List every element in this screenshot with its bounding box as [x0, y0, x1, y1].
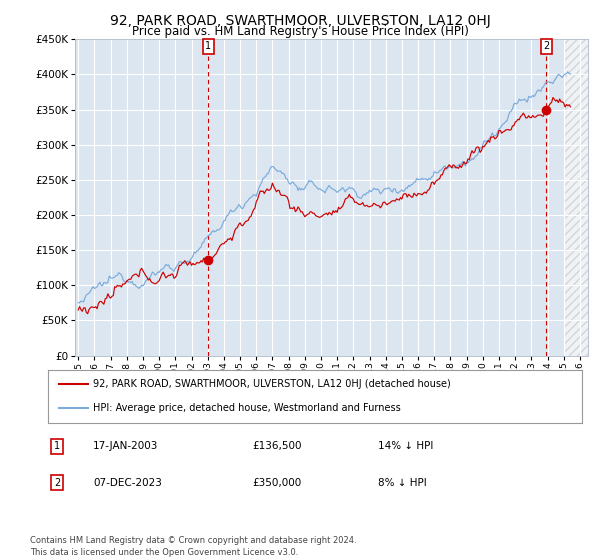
Text: 2: 2	[54, 478, 60, 488]
Text: 92, PARK ROAD, SWARTHMOOR, ULVERSTON, LA12 0HJ: 92, PARK ROAD, SWARTHMOOR, ULVERSTON, LA…	[110, 14, 490, 28]
Bar	[564, 39, 596, 356]
Text: £136,500: £136,500	[252, 441, 302, 451]
Text: 07-DEC-2023: 07-DEC-2023	[93, 478, 162, 488]
Text: Price paid vs. HM Land Registry's House Price Index (HPI): Price paid vs. HM Land Registry's House …	[131, 25, 469, 38]
Text: 8% ↓ HPI: 8% ↓ HPI	[378, 478, 427, 488]
Text: £350,000: £350,000	[252, 478, 301, 488]
Text: 17-JAN-2003: 17-JAN-2003	[93, 441, 158, 451]
Text: 1: 1	[205, 41, 211, 51]
Text: 14% ↓ HPI: 14% ↓ HPI	[378, 441, 433, 451]
Text: 92, PARK ROAD, SWARTHMOOR, ULVERSTON, LA12 0HJ (detached house): 92, PARK ROAD, SWARTHMOOR, ULVERSTON, LA…	[94, 380, 451, 390]
Text: Contains HM Land Registry data © Crown copyright and database right 2024.
This d: Contains HM Land Registry data © Crown c…	[30, 536, 356, 557]
Text: 2: 2	[543, 41, 550, 51]
Text: 1: 1	[54, 441, 60, 451]
Text: HPI: Average price, detached house, Westmorland and Furness: HPI: Average price, detached house, West…	[94, 403, 401, 413]
